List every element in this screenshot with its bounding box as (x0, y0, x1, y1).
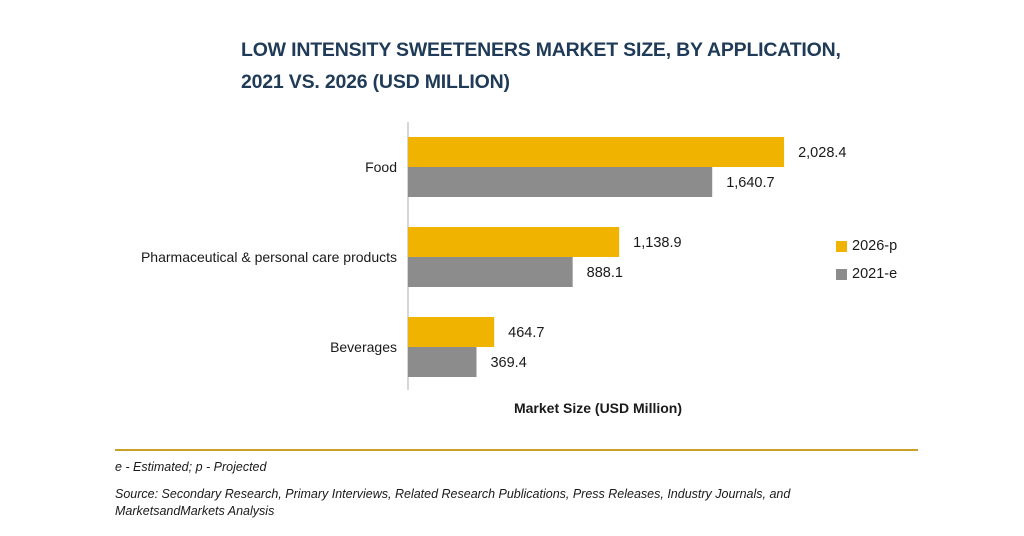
chart-title-line-1: LOW INTENSITY SWEETENERS MARKET SIZE, BY… (241, 39, 841, 61)
legend-item-2026: 2026-p (836, 232, 897, 260)
bar-2021-e (408, 167, 713, 197)
bar-2026-p (408, 317, 495, 347)
legend: 2026-p 2021-e (836, 232, 897, 288)
bar-2026-p (408, 137, 785, 167)
bar-2021-e (408, 347, 477, 377)
legend-label-2021: 2021-e (852, 266, 898, 282)
category-label: Food (365, 159, 397, 175)
category-label: Pharmaceutical & personal care products (141, 249, 397, 265)
data-label: 464.7 (508, 325, 544, 341)
chart-title-line-2: 2021 VS. 2026 (USD MILLION) (241, 71, 510, 93)
footer-divider (115, 449, 918, 451)
legend-label-2026: 2026-p (852, 238, 898, 254)
chart-title: LOW INTENSITY SWEETENERS MARKET SIZE, BY… (241, 34, 861, 98)
source-note: Source: Secondary Research, Primary Inte… (115, 487, 791, 518)
bar-2021-e (408, 257, 573, 287)
bar-2026-p (408, 227, 620, 257)
data-label: 2,028.4 (798, 145, 846, 161)
legend-swatch-2021 (836, 268, 847, 280)
data-label: 1,640.7 (726, 175, 774, 191)
data-label: 1,138.9 (633, 235, 681, 251)
legend-item-2021: 2021-e (836, 260, 897, 288)
data-label: 888.1 (587, 265, 623, 281)
category-label: Beverages (330, 339, 397, 355)
data-label: 369.4 (490, 355, 526, 371)
legend-swatch-2026 (836, 240, 847, 252)
footnote: e - Estimated; p - Projected (115, 460, 267, 474)
x-axis-label: Market Size (USD Million) (513, 400, 683, 416)
